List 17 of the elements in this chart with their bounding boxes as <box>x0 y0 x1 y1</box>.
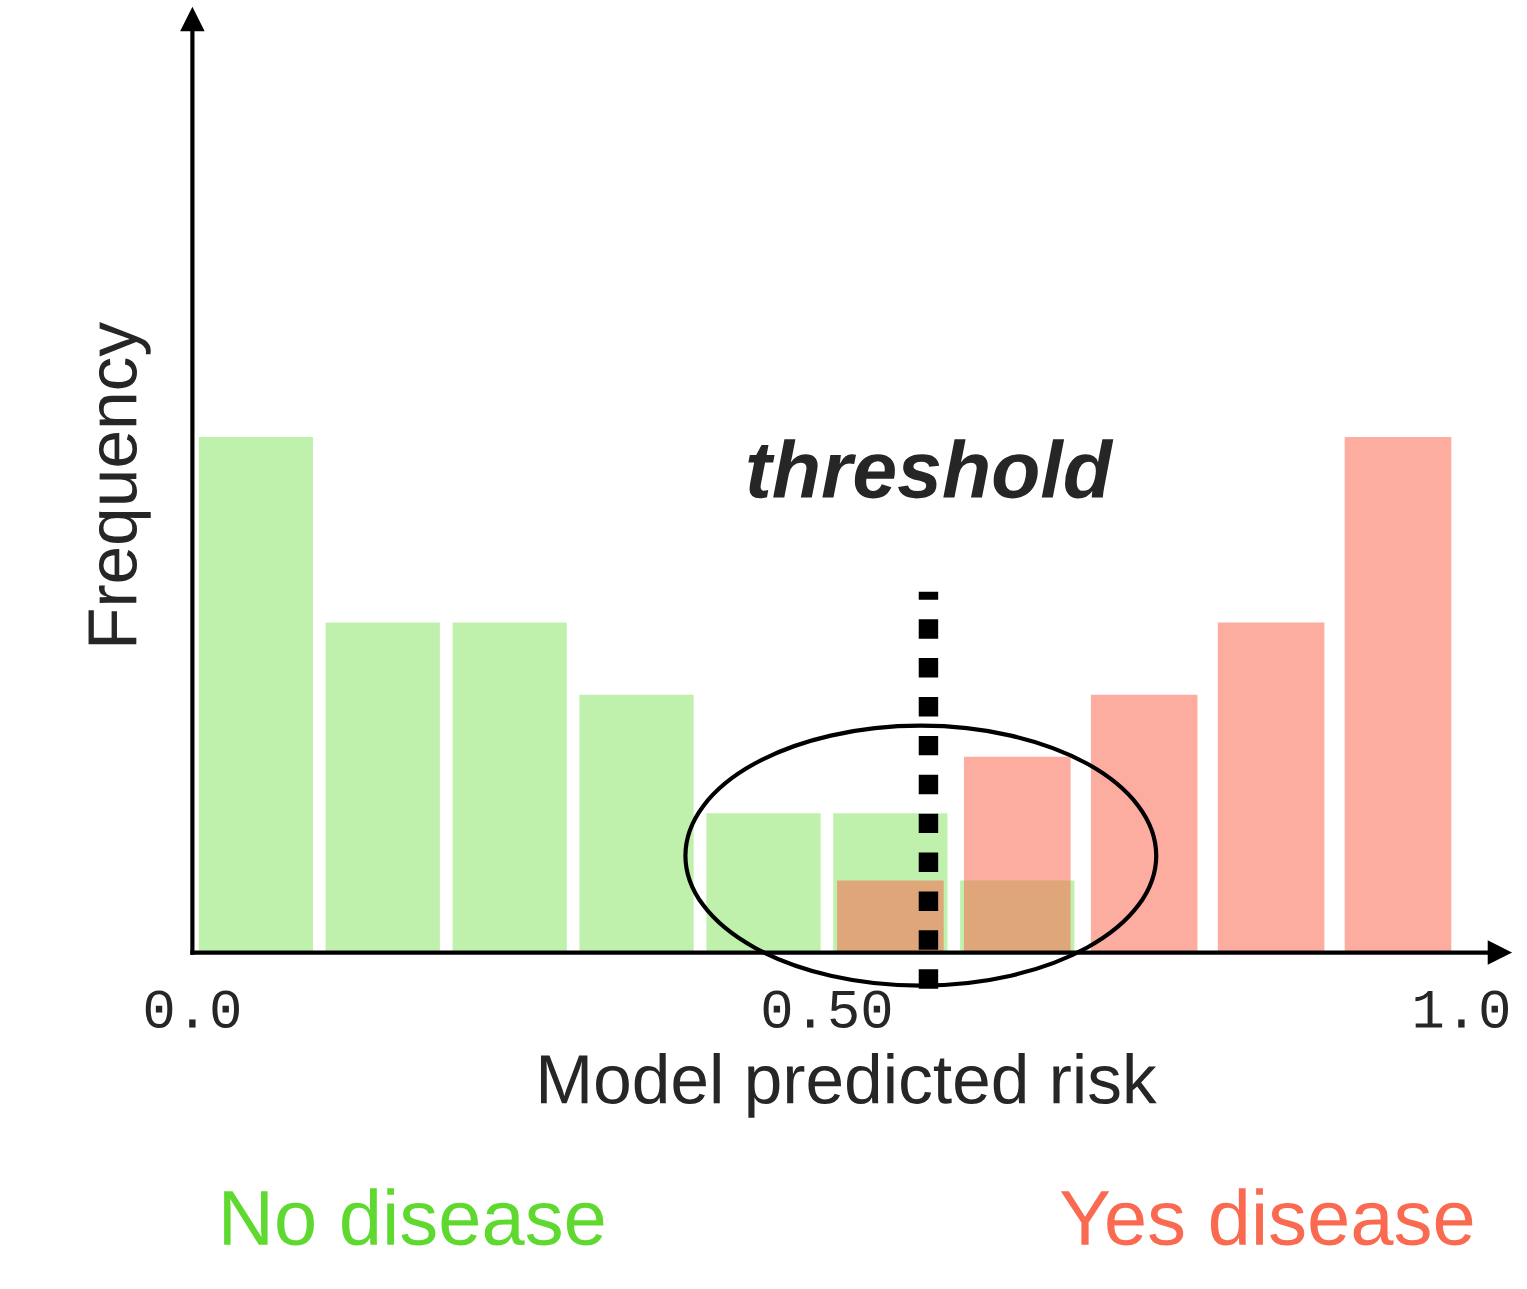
x-tick-label: 0.0 <box>145 990 239 1029</box>
bar <box>1217 622 1325 953</box>
text: Yes disease <box>1060 1188 1473 1246</box>
bar <box>1090 694 1198 953</box>
bar <box>579 694 694 953</box>
bar <box>452 622 567 953</box>
text: No disease <box>224 1188 604 1246</box>
bar <box>198 436 313 953</box>
bar <box>963 756 1071 953</box>
y-axis-title: Frequency <box>88 322 151 645</box>
x-axis-title: Model predicted risk <box>540 1052 1157 1118</box>
bar <box>706 813 821 953</box>
bar <box>325 622 440 953</box>
ref-line-label: threshold <box>748 439 1114 499</box>
bar <box>1344 436 1452 953</box>
x-tick-label: 0.50 <box>763 990 891 1029</box>
x-tick-label: 1.0 <box>1415 990 1509 1029</box>
